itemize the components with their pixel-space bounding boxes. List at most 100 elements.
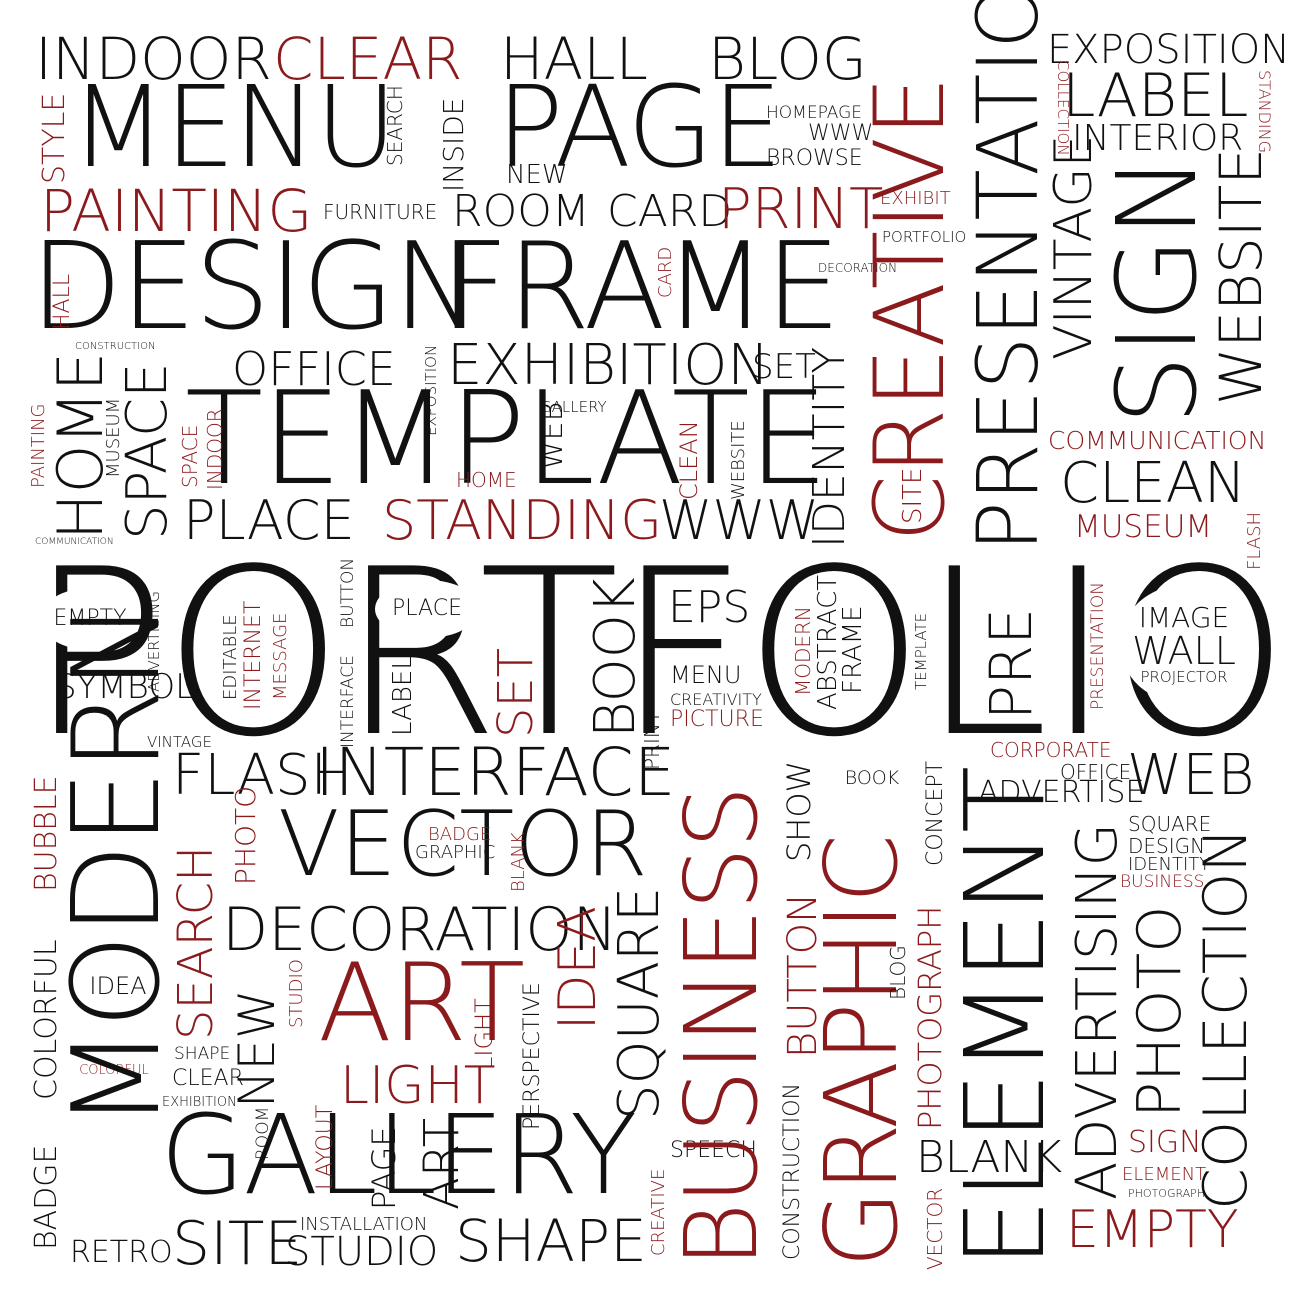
word-menu: MENU	[70, 63, 397, 193]
word-blog-v: BLOG	[886, 945, 910, 1000]
word-print: PRINT	[718, 177, 884, 242]
word-identity: IDENTITY	[804, 346, 855, 548]
word-new: NEW	[506, 160, 568, 190]
word-flash-v: FLASH	[1244, 511, 1265, 570]
word-office-small: OFFICE	[1060, 760, 1132, 784]
word-eps: EPS	[668, 582, 751, 633]
word-element-small: ELEMENT	[1122, 1164, 1207, 1185]
word-vector-v: VECTOR	[923, 1187, 947, 1270]
word-blank: BLANK	[916, 1132, 1063, 1183]
word-indoor: INDOOR	[35, 25, 272, 93]
word-exposition-v: EXPOSITION	[422, 344, 440, 436]
word-retro: RETRO	[70, 1235, 173, 1270]
word-internet: INTERNET	[241, 600, 266, 710]
word-communication-small: COMMUNICATION	[35, 537, 114, 547]
word-set-v: SET	[488, 647, 544, 738]
word-vintage-small: VINTAGE	[147, 733, 213, 751]
word-style: STYLE	[37, 92, 72, 184]
word-painting-v: PAINTING	[28, 403, 49, 488]
word-page-v: PAGE	[365, 1126, 403, 1210]
word-projector: PROJECTOR	[1140, 667, 1228, 686]
word-search-v: SEARCH	[168, 845, 224, 1040]
word-installation: INSTALLATION	[300, 1214, 428, 1235]
word-label: LABEL	[1062, 61, 1249, 131]
word-picture: PICTURE	[670, 707, 764, 732]
word-photo: PHOTO	[1125, 905, 1195, 1118]
word-communication: COMMUNICATION	[1048, 426, 1267, 455]
word-art-v: ART	[414, 1117, 470, 1210]
word-element: ELEMENT	[941, 767, 1069, 1268]
word-portfolio-small: PORTFOLIO	[882, 228, 967, 246]
word-site: SITE	[172, 1209, 303, 1279]
word-empty-circle: EMPTY	[40, 588, 140, 650]
word-design: DESIGN	[30, 218, 483, 357]
word-decoration: DECORATION	[222, 895, 618, 965]
word-interior: INTERIOR	[1072, 118, 1244, 159]
word-vector: VECTOR	[278, 792, 648, 897]
word-search-small: SEARCH	[383, 85, 407, 166]
word-collection-big: COLLECTION	[1191, 827, 1261, 1210]
word-blog: BLOG	[708, 25, 867, 93]
word-advertising: ADVERTISING	[1065, 822, 1130, 1200]
word-advertise: ADVERTISE	[978, 775, 1145, 810]
word-business-small: BUSINESS	[1120, 872, 1205, 892]
word-exhibit: EXHIBIT	[880, 188, 951, 209]
word-website-v: WEBSITE	[728, 420, 749, 500]
word-exposition: EXPOSITION	[1047, 27, 1291, 73]
word-studio-v: STUDIO	[286, 959, 307, 1028]
word-modern-small: MODERN	[791, 606, 815, 696]
word-menu-small: MENU	[670, 661, 742, 689]
word-badge: BADGE	[428, 824, 492, 845]
word-homepage: HOMEPAGE	[766, 103, 862, 123]
word-bubble: BUBBLE	[29, 775, 64, 892]
word-photo-v: PHOTO	[229, 785, 262, 885]
word-portfolio: PORTFOLIO	[28, 521, 1290, 788]
word-sign: SIGN	[1093, 155, 1221, 425]
word-sign-small: SIGN	[1128, 1125, 1202, 1160]
word-set: SET	[752, 347, 816, 387]
word-room: ROOM	[452, 186, 590, 237]
image-wall-circle: IMAGE WALL PROJECTOR	[1120, 585, 1248, 703]
word-image: IMAGE	[1138, 600, 1230, 634]
word-painting: PAINTING	[40, 177, 313, 245]
word-decoration-small: DECORATION	[818, 261, 898, 275]
word-standing-v: STANDING	[1255, 70, 1274, 154]
word-photograph-small: PHOTOGRAPH	[1128, 1187, 1206, 1200]
word-idea-small: IDEA	[89, 972, 147, 1000]
word-interface: INTERFACE	[315, 734, 676, 811]
word-construction-small: CONSTRUCTION	[75, 341, 156, 352]
word-page: PAGE	[496, 63, 783, 193]
word-home-small: HOME	[456, 468, 517, 492]
word-book: BOOK	[583, 577, 648, 738]
word-identity-small: IDENTITY	[1128, 854, 1211, 875]
word-book-circle: BOOK	[836, 756, 908, 800]
word-perspective: PERSPECTIVE	[520, 982, 545, 1130]
word-colorful-small: COLORFUL	[79, 1062, 149, 1078]
word-empty: EMPTY	[53, 606, 127, 631]
word-card: CARD	[607, 186, 733, 237]
word-colorful: COLORFUL	[29, 939, 64, 1100]
word-browse: BROWSE	[766, 146, 863, 171]
word-pre: PRE	[977, 608, 1045, 720]
word-art: ART	[318, 941, 526, 1066]
word-clean: CLEAN	[1060, 451, 1246, 516]
word-book-small: BOOK	[844, 766, 900, 789]
word-frame: FRAME	[440, 218, 841, 357]
word-studio: STUDIO	[285, 1229, 439, 1275]
word-standing: STANDING	[382, 489, 663, 552]
word-symbol: SYMBOL	[55, 667, 195, 707]
word-label-v: LABEL	[388, 655, 418, 736]
word-collection: COLLECTION	[1054, 60, 1072, 156]
word-room-v: ROOM	[253, 1106, 273, 1160]
word-space-v: SPACE	[178, 424, 202, 488]
word-interface-v: INTERFACE	[338, 655, 358, 748]
word-speech: SPEECH	[670, 1138, 757, 1163]
word-www-big: WWW	[659, 489, 820, 552]
word-clean-v: CLEAN	[675, 420, 703, 500]
word-website: WEBSITE	[1207, 148, 1275, 405]
word-print-v: PRINT	[640, 710, 664, 770]
word-site-v: SITE	[898, 467, 928, 524]
word-new-v: NEW	[228, 989, 286, 1108]
word-place: PLACE	[183, 489, 355, 552]
